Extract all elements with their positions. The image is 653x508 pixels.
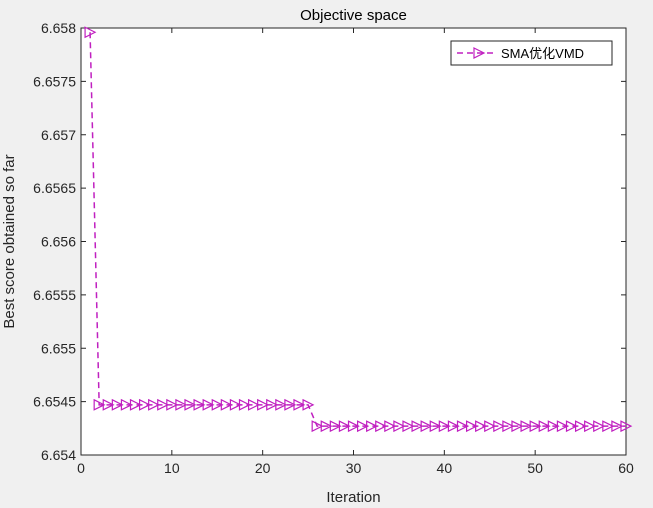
x-tick-label: 40 [437, 460, 453, 476]
x-tick-label: 60 [618, 460, 634, 476]
y-axis-label: Best score obtained so far [1, 154, 18, 328]
data-point-marker [411, 420, 424, 433]
x-tick-label: 10 [164, 460, 180, 476]
legend: SMA优化VMD [450, 40, 613, 66]
data-point-marker [247, 398, 260, 411]
data-point-marker [166, 398, 179, 411]
data-point-marker [556, 420, 569, 433]
data-point-marker [320, 420, 333, 433]
data-point-marker [493, 420, 506, 433]
y-tick-label: 6.6575 [33, 73, 76, 89]
data-point-marker [238, 398, 251, 411]
data-point-marker [138, 398, 151, 411]
data-point-marker [429, 420, 442, 433]
data-point-marker [220, 398, 233, 411]
x-tick-label: 0 [77, 460, 85, 476]
legend-marker-icon [473, 47, 486, 59]
data-point-marker [293, 398, 306, 411]
data-point-marker [311, 420, 324, 433]
y-tick-label: 6.6555 [33, 287, 76, 303]
data-point-marker [93, 398, 106, 411]
x-tick-label: 30 [346, 460, 362, 476]
data-point-marker [465, 420, 478, 433]
x-tick-label: 50 [527, 460, 543, 476]
data-point-marker [302, 398, 315, 411]
data-point-marker [111, 398, 124, 411]
data-point-marker [584, 420, 597, 433]
y-tick-label: 6.655 [41, 340, 76, 356]
data-point-marker [202, 398, 215, 411]
chart-title: Objective space [300, 7, 407, 24]
data-point-marker [384, 420, 397, 433]
y-tick-label: 6.6565 [33, 180, 76, 196]
y-tick-label: 6.658 [41, 20, 76, 36]
data-point-marker [366, 420, 379, 433]
legend-label: SMA优化VMD [501, 46, 584, 61]
data-point-marker [511, 420, 524, 433]
data-point-marker [520, 420, 533, 433]
data-point-marker [175, 398, 188, 411]
data-point-marker [602, 420, 615, 433]
data-point-marker [402, 420, 415, 433]
data-point-marker [565, 420, 578, 433]
data-point-marker [229, 398, 242, 411]
data-point-marker [338, 420, 351, 433]
data-point-marker [593, 420, 606, 433]
data-point-marker [456, 420, 469, 433]
data-point-marker [574, 420, 587, 433]
data-point-marker [157, 398, 170, 411]
data-point-marker [484, 420, 497, 433]
data-point-marker [275, 398, 288, 411]
y-axis-ticks: 6.654 6.6545 6.655 6.6555 6.656 6.6565 6.657 6.… [33, 20, 626, 463]
x-tick-label: 20 [255, 460, 271, 476]
data-point-marker [475, 420, 488, 433]
data-point-marker [148, 398, 161, 411]
data-point-marker [211, 398, 224, 411]
y-tick-label: 6.654 [41, 447, 76, 463]
x-axis-ticks: 0 10 20 30 40 50 60 [77, 28, 634, 476]
data-point-marker [184, 398, 197, 411]
data-point-marker [438, 420, 451, 433]
plot-area [80, 27, 627, 456]
data-point-marker [547, 420, 560, 433]
data-point-marker [257, 398, 270, 411]
data-point-marker [502, 420, 515, 433]
data-point-marker [529, 420, 542, 433]
data-point-marker [84, 26, 97, 39]
data-point-marker [120, 398, 133, 411]
data-point-marker [356, 420, 369, 433]
data-point-marker [393, 420, 406, 433]
y-tick-label: 6.657 [41, 127, 76, 143]
data-point-marker [620, 420, 633, 433]
data-point-marker [129, 398, 142, 411]
series-layer [84, 26, 633, 433]
y-tick-label: 6.6545 [33, 394, 76, 410]
data-point-marker [284, 398, 297, 411]
data-point-marker [447, 420, 460, 433]
y-tick-label: 6.656 [41, 234, 76, 250]
data-point-marker [193, 398, 206, 411]
data-point-marker [375, 420, 388, 433]
data-point-marker [611, 420, 624, 433]
data-point-marker [329, 420, 342, 433]
data-point-marker [347, 420, 360, 433]
data-point-marker [102, 398, 115, 411]
data-point-marker [420, 420, 433, 433]
data-point-marker [266, 398, 279, 411]
x-axis-label: Iteration [326, 489, 380, 506]
data-point-marker [538, 420, 551, 433]
